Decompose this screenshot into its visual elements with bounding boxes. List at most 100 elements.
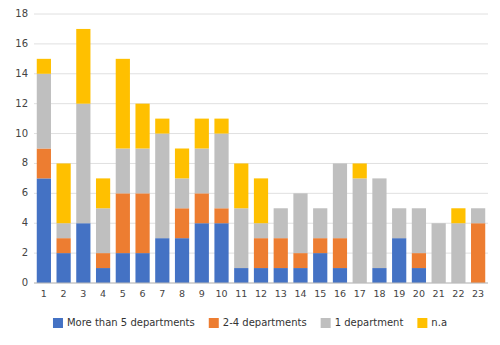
bar-segment bbox=[293, 268, 307, 283]
x-tick-label: 20 bbox=[413, 288, 425, 299]
bar-segment bbox=[234, 163, 248, 208]
x-tick-label: 10 bbox=[215, 288, 227, 299]
x-tick-label: 19 bbox=[393, 288, 405, 299]
bar-segment bbox=[57, 163, 71, 223]
bar-segment bbox=[254, 223, 268, 238]
bar-segment bbox=[195, 149, 209, 194]
bar-segment bbox=[96, 208, 110, 253]
legend: More than 5 departments2-4 departments1 … bbox=[53, 317, 447, 328]
bar-segment bbox=[333, 238, 347, 268]
bar-segment bbox=[155, 134, 169, 239]
bar-segment bbox=[254, 238, 268, 268]
bar-segment bbox=[274, 268, 288, 283]
bar-segment bbox=[293, 253, 307, 268]
y-tick-label: 10 bbox=[15, 128, 28, 139]
grid-line bbox=[34, 14, 488, 15]
y-tick-label: 18 bbox=[15, 8, 28, 19]
bar-segment bbox=[96, 253, 110, 268]
grid-line bbox=[34, 73, 488, 74]
bar-segment bbox=[451, 208, 465, 223]
chart: 0246810121416181234567891011121314151617… bbox=[0, 0, 500, 345]
x-tick-label: 16 bbox=[334, 288, 346, 299]
legend-swatch bbox=[53, 318, 63, 328]
bar-segment bbox=[234, 268, 248, 283]
bar-segment bbox=[333, 163, 347, 164]
x-tick-label: 4 bbox=[100, 288, 106, 299]
bar-segment bbox=[274, 238, 288, 268]
grid-line bbox=[34, 43, 488, 44]
bar-segment bbox=[333, 268, 347, 283]
y-tick-label: 6 bbox=[22, 187, 28, 198]
bar-segment bbox=[116, 253, 130, 283]
bar-segment bbox=[353, 178, 367, 283]
bar-segment bbox=[254, 268, 268, 283]
bar-segment bbox=[471, 208, 485, 209]
x-tick-label: 1 bbox=[41, 288, 47, 299]
legend-label: More than 5 departments bbox=[67, 317, 195, 328]
x-tick-label: 17 bbox=[354, 288, 366, 299]
bar-segment bbox=[57, 238, 71, 253]
bar-segment bbox=[57, 253, 71, 283]
x-tick-label: 12 bbox=[255, 288, 267, 299]
bar-segment bbox=[471, 208, 485, 223]
bars bbox=[37, 29, 485, 283]
grid-line bbox=[34, 103, 488, 104]
x-tick-label: 11 bbox=[235, 288, 247, 299]
legend-label: 1 department bbox=[335, 317, 404, 328]
legend-swatch bbox=[417, 318, 427, 328]
grid-line bbox=[34, 283, 488, 284]
bar-segment bbox=[116, 59, 130, 149]
bar-segment bbox=[471, 223, 485, 283]
bar-segment bbox=[116, 193, 130, 253]
x-axis-line bbox=[34, 283, 488, 284]
x-tick-label: 14 bbox=[294, 288, 306, 299]
bar-segment bbox=[135, 253, 149, 283]
y-tick-label: 12 bbox=[15, 98, 28, 109]
bar-segment bbox=[214, 223, 228, 283]
y-tick-label: 0 bbox=[22, 277, 28, 288]
bar-segment bbox=[96, 268, 110, 283]
bar-segment bbox=[175, 149, 189, 179]
bar-segment bbox=[372, 268, 386, 283]
bar-segment bbox=[57, 223, 71, 238]
bar-segment bbox=[155, 238, 169, 283]
bar-segment bbox=[234, 208, 248, 268]
bar-segment bbox=[155, 119, 169, 134]
bar-segment bbox=[412, 208, 426, 209]
bar-segment bbox=[254, 178, 268, 223]
x-tick-label: 6 bbox=[140, 288, 146, 299]
x-tick-label: 7 bbox=[159, 288, 165, 299]
bar-segment bbox=[313, 238, 327, 253]
bar-segment bbox=[76, 29, 90, 104]
bar-segment bbox=[76, 223, 90, 283]
bar-segment bbox=[76, 104, 90, 224]
bar-segment bbox=[313, 208, 327, 238]
bar-segment bbox=[37, 74, 51, 149]
bar-segment bbox=[37, 59, 51, 74]
legend-label: n.a bbox=[431, 317, 447, 328]
bar-segment bbox=[175, 178, 189, 208]
bar-segment bbox=[96, 178, 110, 208]
y-tick-label: 14 bbox=[15, 68, 28, 79]
bar-segment bbox=[412, 253, 426, 268]
bar-segment bbox=[293, 193, 307, 253]
legend-swatch bbox=[321, 318, 331, 328]
bar-segment bbox=[116, 149, 130, 194]
grid-line bbox=[34, 163, 488, 164]
bar-segment bbox=[214, 134, 228, 209]
bar-segment bbox=[432, 223, 446, 283]
bar-segment bbox=[135, 193, 149, 253]
bar-segment bbox=[195, 223, 209, 283]
bar-segment bbox=[333, 163, 347, 238]
bar-segment bbox=[432, 223, 446, 224]
y-tick-label: 2 bbox=[22, 247, 28, 258]
bar-segment bbox=[293, 193, 307, 194]
y-tick-label: 8 bbox=[22, 157, 28, 168]
x-tick-label: 2 bbox=[61, 288, 67, 299]
bar-segment bbox=[412, 208, 426, 253]
bar-segment bbox=[195, 119, 209, 149]
grid bbox=[34, 14, 488, 283]
y-tick-label: 16 bbox=[15, 38, 28, 49]
x-tick-label: 22 bbox=[452, 288, 464, 299]
bar-segment bbox=[135, 104, 149, 149]
